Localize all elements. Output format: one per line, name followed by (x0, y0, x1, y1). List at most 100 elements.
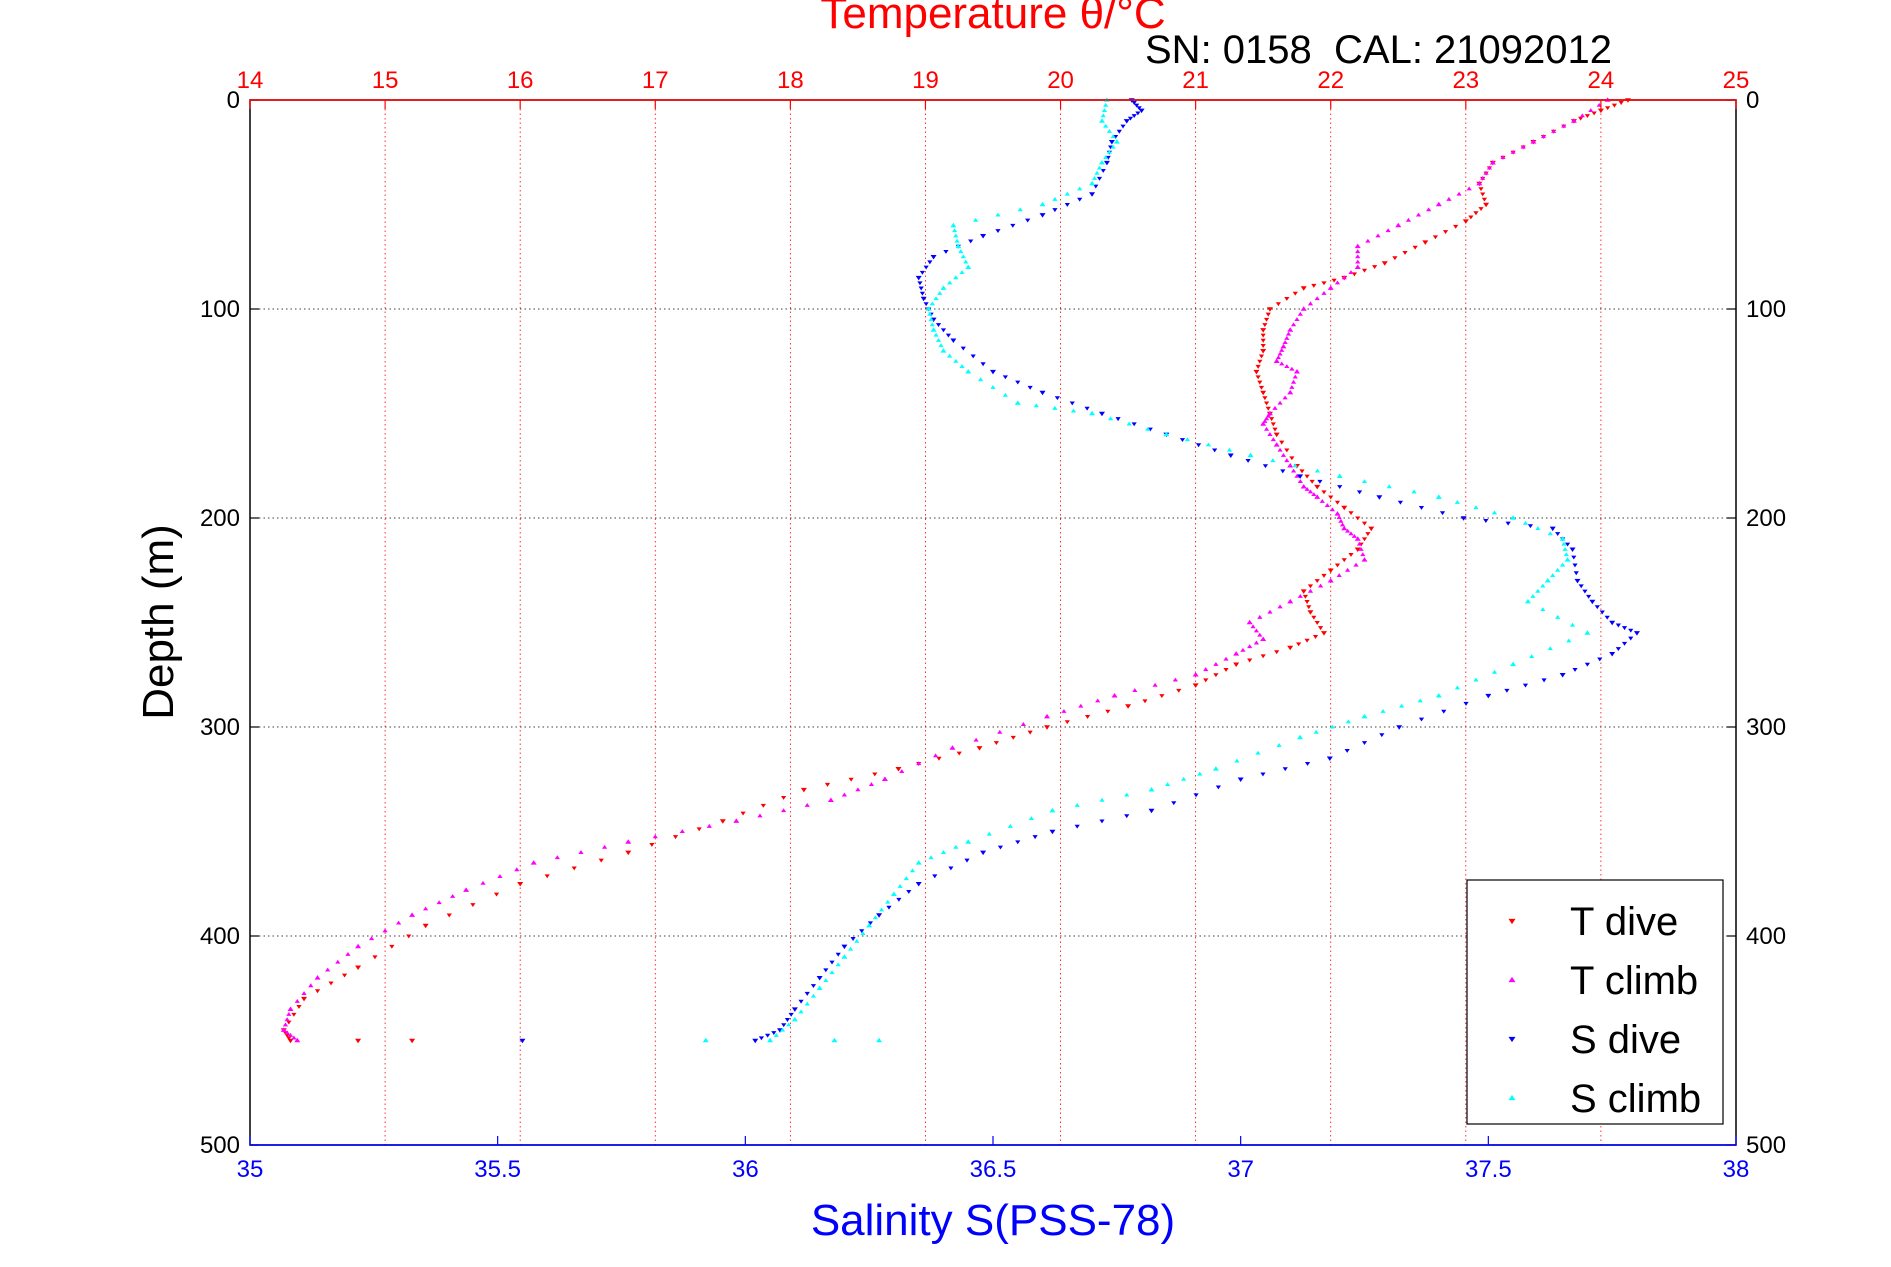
data-point (927, 260, 933, 265)
data-point (1061, 708, 1067, 713)
data-point (1115, 417, 1121, 422)
data-point (933, 296, 939, 301)
data-point (672, 835, 679, 840)
data-point (915, 860, 922, 865)
data-point (1096, 165, 1103, 170)
data-point (1453, 224, 1459, 229)
data-point (1015, 380, 1021, 385)
data-point (928, 317, 934, 322)
data-point (1103, 102, 1109, 107)
data-point (1203, 678, 1209, 683)
data-point (899, 769, 905, 773)
data-point (1618, 101, 1624, 105)
data-point (1306, 605, 1312, 610)
data-point (1611, 103, 1618, 108)
data-point (696, 827, 702, 832)
data-point (1540, 583, 1546, 588)
data-point (1331, 278, 1337, 283)
data-point (287, 1006, 294, 1011)
data-point (493, 892, 500, 897)
data-point (1338, 518, 1344, 523)
data-point (829, 970, 835, 975)
data-point (1462, 219, 1469, 224)
data-point (1260, 333, 1266, 338)
data-point (1108, 145, 1114, 150)
y-tick-label-left: 500 (200, 1132, 240, 1159)
data-point (282, 1022, 289, 1027)
data-point (1578, 584, 1584, 589)
data-point (1579, 113, 1585, 118)
data-point (847, 946, 854, 951)
data-point (1258, 385, 1265, 390)
data-point (1446, 196, 1452, 201)
data-point (284, 1017, 290, 1022)
data-point (1269, 417, 1275, 422)
data-point (1314, 494, 1321, 499)
data-point (1334, 511, 1341, 516)
data-point (859, 929, 865, 934)
data-point (1145, 426, 1151, 431)
data-point (995, 229, 1001, 233)
data-point (1550, 573, 1556, 578)
data-point (1292, 291, 1298, 296)
data-point (1276, 742, 1282, 747)
data-point (1108, 416, 1114, 421)
data-point (1418, 717, 1425, 722)
data-point (1290, 379, 1297, 384)
data-point (1561, 123, 1567, 128)
x-tick-label-top: 24 (1588, 67, 1615, 94)
data-point (1304, 638, 1310, 643)
data-point (1381, 261, 1388, 266)
data-point (1124, 792, 1130, 797)
data-point (1504, 688, 1510, 693)
data-point (422, 923, 429, 929)
data-point (1520, 144, 1526, 149)
data-point (1321, 573, 1327, 578)
data-point (1223, 656, 1229, 661)
data-point (986, 831, 992, 836)
data-point (325, 967, 331, 972)
data-point (1267, 432, 1273, 436)
data-point (1284, 335, 1290, 340)
data-point (1277, 447, 1283, 452)
data-point (1307, 584, 1314, 589)
data-point (1485, 693, 1492, 699)
data-point (1386, 484, 1392, 489)
data-point (1586, 594, 1592, 599)
data-point (1282, 395, 1288, 400)
data-point (1192, 672, 1199, 677)
data-point (1559, 536, 1566, 541)
data-point (1297, 474, 1304, 479)
data-point (1105, 155, 1111, 160)
data-point (1260, 772, 1266, 777)
data-point (947, 353, 953, 358)
data-point (1456, 191, 1462, 196)
data-point (314, 975, 321, 980)
data-point (1572, 563, 1578, 568)
legend-label: S climb (1570, 1077, 1701, 1121)
data-point (798, 1009, 804, 1014)
data-point (1441, 709, 1447, 714)
data-point (1524, 598, 1531, 604)
data-point (1540, 134, 1547, 139)
data-point (436, 900, 442, 905)
data-point (1569, 622, 1576, 627)
data-point (1483, 202, 1490, 208)
data-point (1253, 640, 1260, 645)
data-point (1360, 552, 1366, 557)
data-point (1530, 139, 1537, 144)
data-point (1597, 108, 1604, 114)
data-point (1027, 730, 1033, 735)
data-point (1192, 683, 1199, 688)
data-point (1093, 184, 1099, 189)
data-point (1311, 283, 1317, 288)
data-point (980, 362, 986, 367)
y-tick-label-right: 400 (1746, 923, 1786, 950)
data-point (1312, 635, 1319, 639)
data-point (781, 808, 787, 813)
data-point (1522, 683, 1529, 688)
data-point (1300, 589, 1307, 594)
data-point (1266, 307, 1273, 312)
data-point (1491, 510, 1498, 515)
